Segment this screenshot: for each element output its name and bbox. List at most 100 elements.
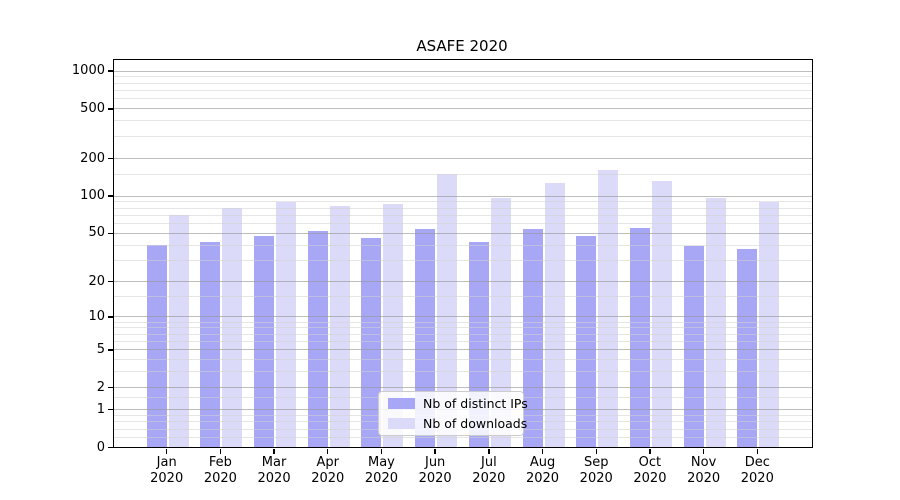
bar-downloads (329, 206, 350, 447)
gridline-minor (114, 333, 812, 335)
x-tick-mark (541, 448, 544, 454)
gridline-major (114, 232, 812, 234)
gridline-minor (114, 214, 812, 216)
legend-swatch-downloads (388, 418, 415, 429)
x-tick-mark (165, 448, 168, 454)
gridline-minor (114, 173, 812, 175)
y-tick-mark (108, 232, 113, 234)
x-tick-mark (327, 448, 329, 454)
x-tick-mark (649, 448, 651, 454)
legend-entry-downloads: Nb of downloads (388, 416, 527, 431)
x-tick-mark (273, 448, 275, 454)
gridline-minor (114, 120, 812, 122)
y-tick-mark (108, 409, 113, 411)
gridline-minor (114, 371, 812, 373)
bar-distinct-ips (683, 246, 704, 447)
gridline-minor (114, 82, 812, 84)
gridline-minor (114, 244, 812, 246)
x-tick-label: May 2020 (364, 455, 398, 486)
gridline-minor (114, 359, 812, 361)
x-tick-label: Mar 2020 (257, 455, 291, 486)
gridline-minor (114, 90, 812, 91)
y-tick-label: 20 (88, 273, 105, 289)
x-tick-label: Jun 2020 (418, 455, 452, 486)
chart-title: ASAFE 2020 (416, 37, 508, 55)
x-tick-label: Nov 2020 (687, 455, 721, 486)
y-tick-mark (108, 446, 113, 449)
x-tick-mark (219, 448, 222, 454)
gridline-minor (114, 340, 812, 342)
y-tick-label: 200 (80, 150, 105, 166)
x-tick-mark (702, 448, 705, 454)
legend-entry-distinct-ips: Nb of distinct IPs (388, 396, 528, 411)
y-tick-label: 50 (88, 225, 105, 241)
y-tick-label: 1000 (71, 63, 105, 79)
y-tick-mark (108, 349, 113, 351)
x-tick-label: Aug 2020 (525, 455, 560, 486)
gridline-minor (114, 327, 812, 329)
gridline-major (114, 349, 812, 351)
x-tick-label: Dec 2020 (740, 455, 774, 486)
gridline-major (114, 70, 812, 72)
x-tick-mark (595, 448, 597, 454)
y-tick-label: 1 (96, 401, 105, 417)
legend-swatch-distinct-ips (388, 398, 415, 409)
gridline-minor (114, 136, 812, 138)
x-tick-mark (488, 448, 490, 454)
bar-distinct-ips (307, 230, 328, 447)
bar-distinct-ips (522, 228, 543, 447)
gridline-major (114, 387, 812, 389)
bar-downloads (651, 181, 672, 447)
x-tick-mark (756, 448, 758, 454)
gridline-minor (114, 76, 812, 78)
y-tick-mark (108, 108, 113, 110)
legend-label-downloads: Nb of downloads (423, 416, 528, 431)
y-tick-mark (108, 316, 113, 318)
y-tick-mark (108, 386, 113, 389)
gridline-major (114, 316, 812, 318)
bar-downloads (759, 202, 780, 447)
gridline-major (114, 281, 812, 283)
y-tick-label: 100 (80, 188, 105, 204)
y-tick-mark (108, 70, 113, 72)
gridline-minor (114, 98, 812, 100)
gridline-minor (114, 321, 812, 323)
bar-downloads (437, 173, 458, 447)
x-tick-label: Oct 2020 (633, 455, 667, 486)
x-tick-label: Jul 2020 (472, 455, 506, 486)
bar-downloads (168, 214, 189, 447)
y-tick-label: 500 (80, 100, 105, 116)
gridline-major (114, 108, 812, 110)
x-tick-label: Sep 2020 (579, 455, 613, 486)
gridline-major (114, 158, 812, 160)
gridline-minor (114, 437, 812, 439)
bar-downloads (276, 202, 297, 447)
gridline-major (114, 195, 812, 197)
bar-downloads (544, 182, 565, 447)
bar-distinct-ips (200, 242, 221, 447)
bar-distinct-ips (361, 238, 382, 447)
y-tick-label: 5 (96, 341, 105, 357)
bar-distinct-ips (629, 227, 650, 447)
bar-distinct-ips (146, 244, 167, 447)
y-tick-mark (108, 195, 113, 197)
gridline-minor (114, 295, 812, 297)
y-tick-label: 2 (96, 379, 105, 395)
legend-label-distinct-ips: Nb of distinct IPs (423, 396, 528, 411)
x-tick-label: Apr 2020 (311, 455, 345, 486)
y-tick-label: 0 (96, 439, 105, 455)
y-tick-label: 10 (88, 308, 105, 324)
x-tick-label: Jan 2020 (150, 455, 184, 486)
plot-area (113, 59, 813, 448)
gridline-minor (114, 259, 812, 261)
bar-downloads (598, 170, 619, 447)
x-tick-mark (380, 448, 383, 454)
bar-downloads (383, 204, 404, 447)
y-tick-mark (108, 157, 113, 160)
gridline-minor (114, 207, 812, 209)
x-tick-label: Feb 2020 (203, 455, 237, 486)
bar-distinct-ips (737, 248, 758, 447)
gridline-minor (114, 201, 812, 203)
legend: Nb of distinct IPs Nb of downloads (378, 391, 528, 436)
